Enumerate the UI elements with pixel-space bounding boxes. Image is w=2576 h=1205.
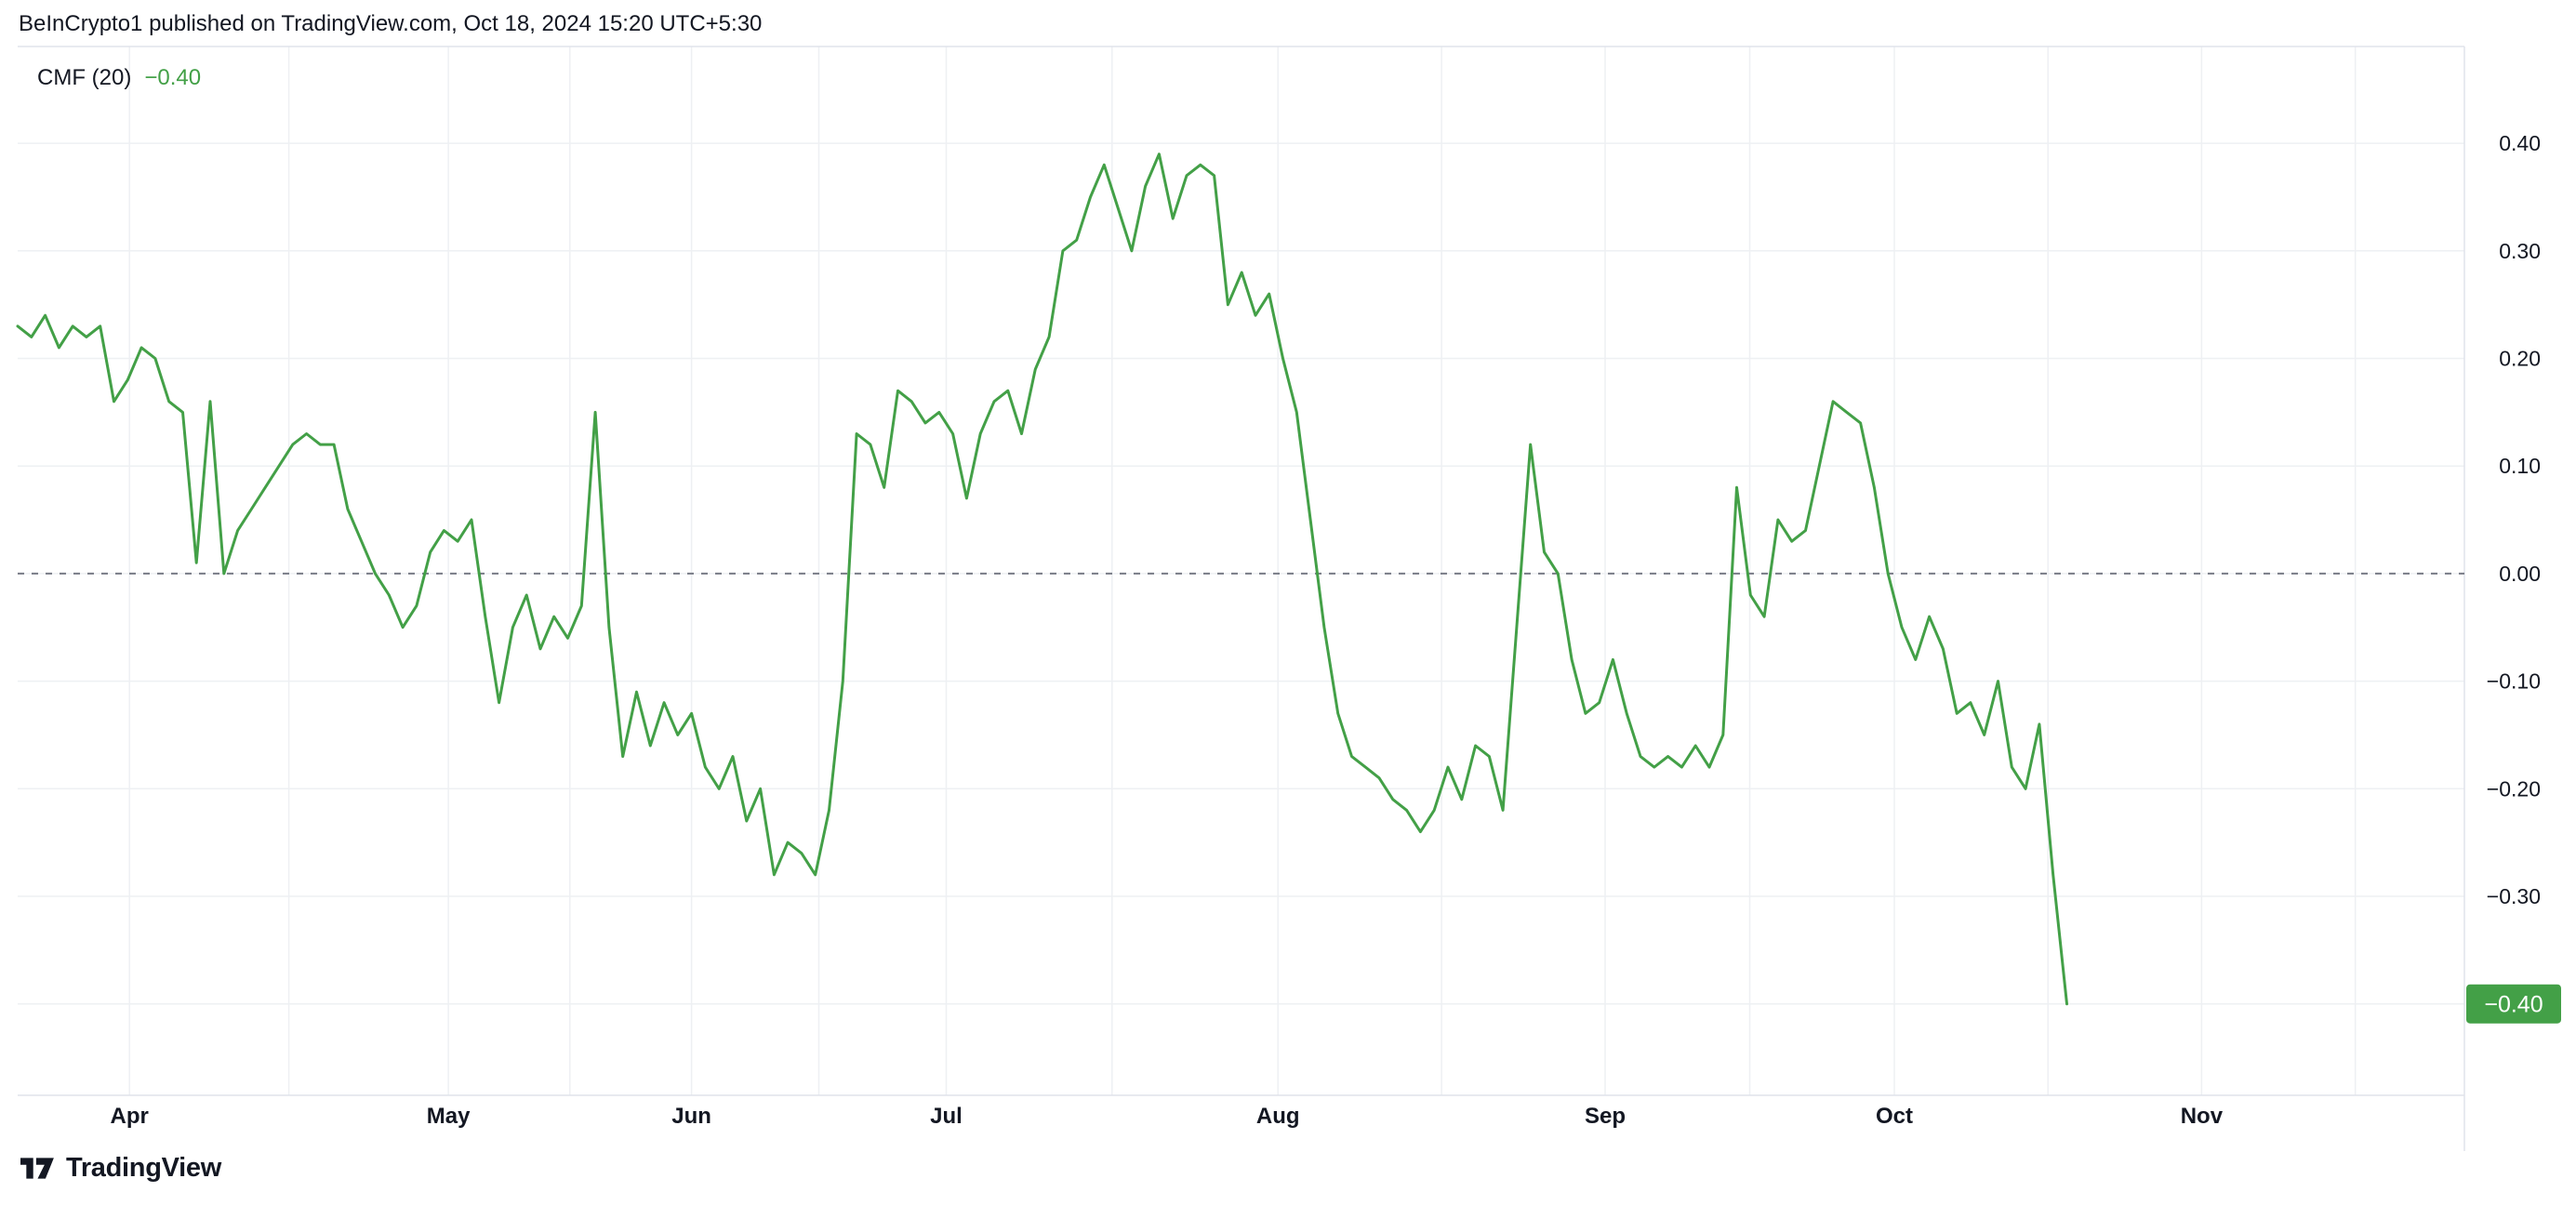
svg-text:0.20: 0.20 xyxy=(2499,347,2541,371)
svg-text:−0.40: −0.40 xyxy=(2484,992,2543,1018)
tradingview-attribution[interactable]: TradingView xyxy=(20,1153,221,1184)
gridlines xyxy=(18,46,2464,1095)
indicator-name: CMF (20) xyxy=(37,65,132,90)
x-axis-labels[interactable]: Apr May Jun Jul Aug Sep Oct Nov xyxy=(111,1104,2224,1129)
svg-text:May: May xyxy=(427,1104,471,1129)
panel-border xyxy=(18,46,2465,1151)
svg-text:−0.20: −0.20 xyxy=(2487,776,2541,801)
tradingview-logo-icon xyxy=(20,1158,54,1179)
svg-text:Aug: Aug xyxy=(1256,1104,1300,1129)
y-axis-labels[interactable]: 0.40 0.30 0.20 0.10 0.00 −0.10 −0.20 −0.30 −0.40 xyxy=(2487,131,2541,1016)
svg-text:0.10: 0.10 xyxy=(2499,454,2541,478)
svg-text:Jul: Jul xyxy=(930,1104,963,1129)
svg-text:Apr: Apr xyxy=(111,1104,149,1129)
publish-caption: BeInCrypto1 published on TradingView.com… xyxy=(19,11,763,36)
svg-text:Jun: Jun xyxy=(671,1104,711,1129)
cmf-line-series xyxy=(16,152,2068,1006)
tradingview-wordmark: TradingView xyxy=(66,1153,221,1183)
svg-text:−0.30: −0.30 xyxy=(2487,884,2541,908)
svg-text:Sep: Sep xyxy=(1585,1104,1626,1129)
svg-text:Nov: Nov xyxy=(2181,1104,2224,1129)
svg-text:Oct: Oct xyxy=(1876,1104,1913,1129)
svg-text:−0.10: −0.10 xyxy=(2487,669,2541,694)
svg-text:0.30: 0.30 xyxy=(2499,239,2541,263)
indicator-value: −0.40 xyxy=(144,65,202,90)
svg-text:0.00: 0.00 xyxy=(2499,562,2541,586)
indicator-legend[interactable]: CMF (20) −0.40 xyxy=(37,65,201,91)
svg-text:0.40: 0.40 xyxy=(2499,131,2541,155)
last-value-badge: −0.40 xyxy=(2466,984,2561,1024)
